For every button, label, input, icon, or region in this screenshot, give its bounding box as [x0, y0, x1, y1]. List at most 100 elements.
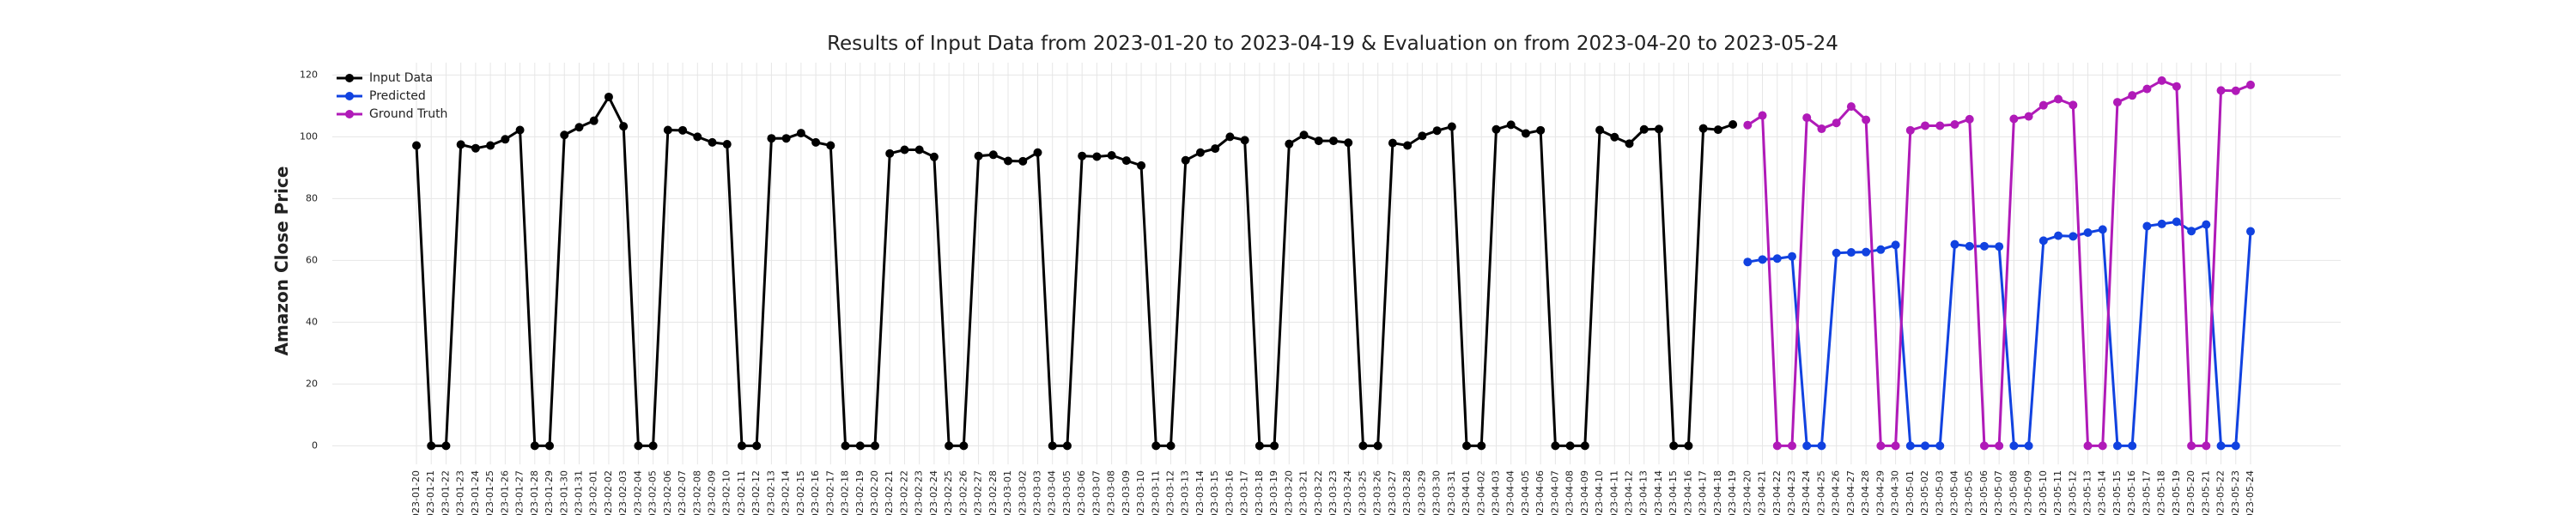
data-point [1610, 132, 1619, 142]
x-tick-label: 2023-03-09 [1121, 470, 1132, 515]
data-point [1832, 118, 1841, 128]
x-tick-label: 2023-03-17 [1239, 470, 1250, 515]
data-point [2038, 100, 2048, 110]
x-tick-label: 2023-03-26 [1372, 470, 1383, 515]
data-point [1876, 441, 1886, 451]
x-tick-label: 2023-04-25 [1815, 470, 1826, 515]
x-tick-label: 2023-02-08 [691, 470, 702, 515]
x-tick-label: 2023-04-06 [1534, 470, 1546, 515]
data-point [2157, 219, 2166, 228]
data-point [1551, 441, 1560, 451]
data-point [752, 441, 762, 451]
data-point [2128, 441, 2137, 451]
data-point [796, 129, 805, 138]
data-point [1862, 115, 1871, 124]
x-tick-label: 2023-05-15 [2111, 470, 2123, 515]
data-point [1255, 441, 1264, 451]
y-tick-label: 60 [306, 254, 318, 265]
data-point [1403, 141, 1413, 150]
data-point [1299, 130, 1309, 140]
x-tick-label: 2023-04-16 [1682, 470, 1693, 515]
x-tick-label: 2023-02-19 [854, 470, 866, 515]
legend-label: Input Data [369, 71, 433, 85]
data-point [2216, 86, 2226, 95]
x-tick-label: 2023-03-30 [1431, 470, 1443, 515]
x-tick-label: 2023-02-11 [736, 470, 747, 515]
data-point [841, 441, 850, 451]
x-tick-label: 2023-03-15 [1209, 470, 1220, 515]
data-point [2246, 80, 2255, 89]
data-point [2142, 84, 2152, 94]
x-tick-label: 2023-04-28 [1860, 470, 1871, 515]
data-point [1358, 441, 1368, 451]
data-point [1772, 254, 1782, 264]
x-tick-label: 2023-02-22 [898, 470, 909, 515]
data-point [1418, 131, 1427, 141]
data-point [1654, 124, 1663, 134]
data-point [1743, 120, 1753, 130]
data-point [871, 441, 879, 451]
x-tick-label: 2023-03-14 [1194, 470, 1206, 515]
data-point [589, 116, 598, 125]
data-point [1698, 124, 1708, 133]
data-point [1788, 441, 1796, 451]
x-tick-label: 2023-05-11 [2052, 470, 2063, 515]
data-point [1728, 120, 1738, 129]
data-point [708, 137, 717, 147]
legend-marker [345, 74, 354, 82]
x-tick-label: 2023-03-22 [1313, 470, 1324, 515]
data-point [1211, 144, 1220, 154]
data-point [2098, 441, 2107, 451]
x-tick-label: 2023-02-17 [824, 470, 835, 515]
data-point [781, 134, 791, 143]
y-tick-label: 100 [300, 130, 318, 142]
x-tick-label: 2023-04-14 [1653, 470, 1664, 515]
x-tick-label: 2023-05-20 [2185, 470, 2196, 515]
data-point [1329, 136, 1338, 146]
x-tick-label: 2023-02-20 [869, 470, 880, 515]
data-point [2157, 76, 2166, 85]
data-point [2142, 221, 2152, 231]
data-point [1121, 156, 1131, 166]
data-point [1195, 148, 1205, 157]
legend-label: Ground Truth [369, 107, 447, 121]
series-line [415, 94, 1734, 447]
data-point [1092, 152, 1102, 161]
data-point [1314, 136, 1323, 146]
x-tick-label: 2023-04-30 [1890, 470, 1901, 515]
data-point [1048, 441, 1057, 451]
x-tick-label: 2023-01-20 [410, 470, 422, 515]
data-point [2216, 441, 2226, 451]
x-tick-label: 2023-03-01 [1002, 470, 1013, 515]
x-tick-label: 2023-04-17 [1698, 470, 1709, 515]
x-tick-label: 2023-04-10 [1594, 470, 1605, 515]
x-tick-label: 2023-02-16 [810, 470, 821, 515]
data-point [1033, 148, 1042, 157]
x-tick-label: 2023-03-18 [1254, 470, 1265, 515]
x-tick-label: 2023-01-26 [499, 470, 510, 515]
data-point [1965, 241, 1974, 251]
x-tick-label: 2023-04-21 [1757, 470, 1768, 515]
data-point [456, 140, 465, 149]
x-tick-label: 2023-03-16 [1224, 470, 1235, 515]
x-tick-label: 2023-02-25 [943, 470, 954, 515]
x-tick-label: 2023-05-18 [2156, 470, 2167, 515]
data-point [693, 132, 702, 142]
x-tick-label: 2023-03-29 [1416, 470, 1427, 515]
x-tick-label: 2023-03-21 [1298, 470, 1309, 515]
x-tick-label: 2023-04-11 [1608, 470, 1619, 515]
data-point [737, 441, 746, 451]
data-point [545, 441, 555, 451]
data-point [1921, 121, 1930, 130]
x-tick-label: 2023-03-03 [1031, 470, 1042, 515]
data-point [722, 140, 732, 149]
x-tick-label: 2023-03-02 [1017, 470, 1028, 515]
data-point [2246, 227, 2255, 236]
data-point [1166, 441, 1176, 451]
data-point [1995, 242, 2004, 251]
y-tick-label: 80 [306, 192, 318, 203]
data-point [1462, 441, 1472, 451]
x-tick-label: 2023-03-05 [1061, 470, 1072, 515]
y-tick-label: 0 [312, 439, 318, 451]
